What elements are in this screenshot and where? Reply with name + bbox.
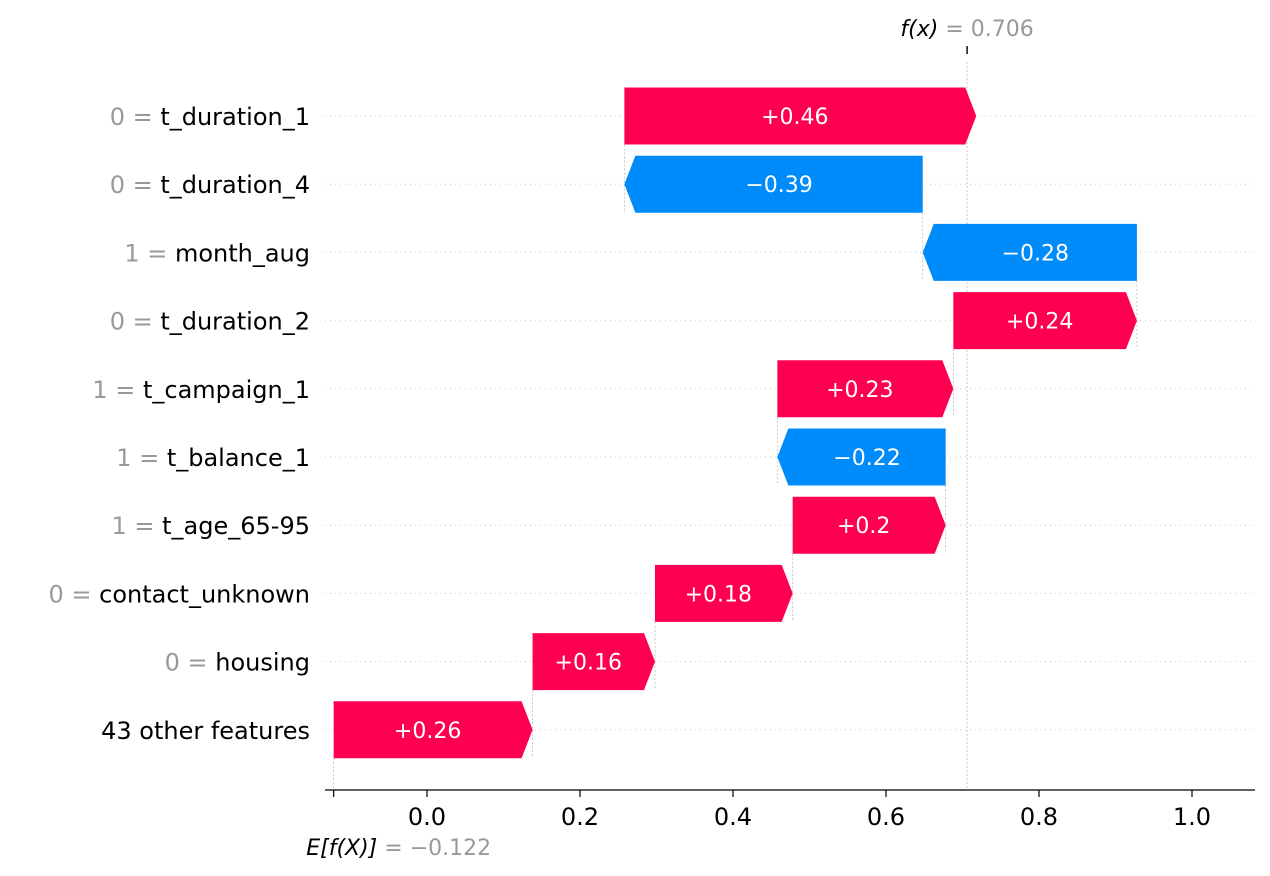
feature-label: 1 = month_aug (124, 239, 310, 267)
feature-name: contact_unknown (99, 580, 310, 608)
feature-name: t_duration_1 (160, 103, 310, 131)
base-value-lhs: E[f(X)] (306, 836, 384, 861)
contribution-bar (953, 292, 1137, 350)
feature-name: 43 other features (101, 717, 310, 745)
feature-value: 0 = (110, 308, 161, 336)
contribution-bar (777, 360, 954, 418)
feature-name: t_duration_2 (160, 308, 310, 336)
feature-label: 1 = t_campaign_1 (92, 376, 310, 404)
feature-name: housing (215, 649, 310, 677)
x-tick-label: 0.2 (561, 803, 599, 831)
bar-value-label: +0.2 (837, 514, 890, 539)
x-tick-label: 1.0 (1173, 803, 1211, 831)
bar-value-label: −0.28 (1002, 241, 1069, 266)
x-tick-label: 0.6 (867, 803, 905, 831)
contribution-bar (624, 87, 977, 145)
feature-label: 1 = t_balance_1 (116, 444, 310, 472)
bar-value-label: +0.16 (555, 651, 622, 676)
contribution-bar (333, 701, 533, 759)
bar-value-label: −0.39 (745, 173, 812, 198)
feature-label: 0 = t_duration_2 (110, 308, 310, 336)
x-tick-label: 0.4 (714, 803, 752, 831)
feature-value: 1 = (124, 239, 175, 267)
x-tick-label: 0.8 (1020, 803, 1058, 831)
output-value-lhs: f(x) (900, 17, 945, 42)
feature-name: t_balance_1 (167, 444, 310, 472)
feature-value: 0 = (165, 649, 216, 677)
feature-label: 0 = contact_unknown (48, 580, 310, 608)
feature-name: t_age_65-95 (162, 512, 310, 540)
feature-value: 0 = (48, 580, 99, 608)
contribution-bar (624, 155, 923, 213)
feature-label: 0 = t_duration_1 (110, 103, 310, 131)
feature-value: 0 = (110, 171, 161, 199)
contribution-bar (654, 564, 793, 622)
bar-value-label: +0.24 (1006, 310, 1073, 335)
bar-value-label: +0.18 (685, 582, 752, 607)
contribution-bar (922, 223, 1137, 281)
feature-value: 1 = (116, 444, 167, 472)
feature-value: 0 = (110, 103, 161, 131)
contribution-bar (792, 496, 946, 554)
bar-value-label: −0.22 (833, 446, 900, 471)
feature-label: 1 = t_age_65-95 (112, 512, 311, 540)
feature-label: 0 = housing (165, 649, 310, 677)
feature-name: t_campaign_1 (143, 376, 310, 404)
bar-value-label: +0.46 (761, 105, 828, 130)
feature-name: t_duration_4 (160, 171, 310, 199)
feature-label: 0 = t_duration_4 (110, 171, 310, 199)
output-value-rhs: = 0.706 (945, 17, 1033, 42)
bar-value-label: +0.23 (826, 378, 893, 403)
feature-value: 1 = (92, 376, 143, 404)
feature-label: 43 other features (101, 717, 310, 745)
contribution-bar (777, 428, 946, 486)
feature-value: 1 = (112, 512, 163, 540)
base-value-rhs: = −0.122 (384, 836, 491, 861)
output-value-label: f(x) = 0.706 (900, 17, 1033, 42)
x-axis: 0.0 0.2 0.4 0.6 0.8 1.0 (325, 789, 1255, 831)
contribution-bar (532, 633, 655, 691)
base-value-label: E[f(X)] = −0.122 (306, 836, 491, 861)
feature-rows: 0 = t_duration_10 = t_duration_41 = mont… (48, 62, 1255, 790)
x-tick-label: 0.0 (408, 803, 446, 831)
bar-value-label: +0.26 (394, 719, 461, 744)
feature-name: month_aug (175, 239, 310, 267)
contribution-bars: +0.46 −0.39 −0.28 +0.24 +0.23 −0.22 +0.2 +0.18 +… (333, 87, 1137, 759)
annotations: f(x) = 0.706 E[f(X)] = −0.122 (306, 17, 1034, 861)
